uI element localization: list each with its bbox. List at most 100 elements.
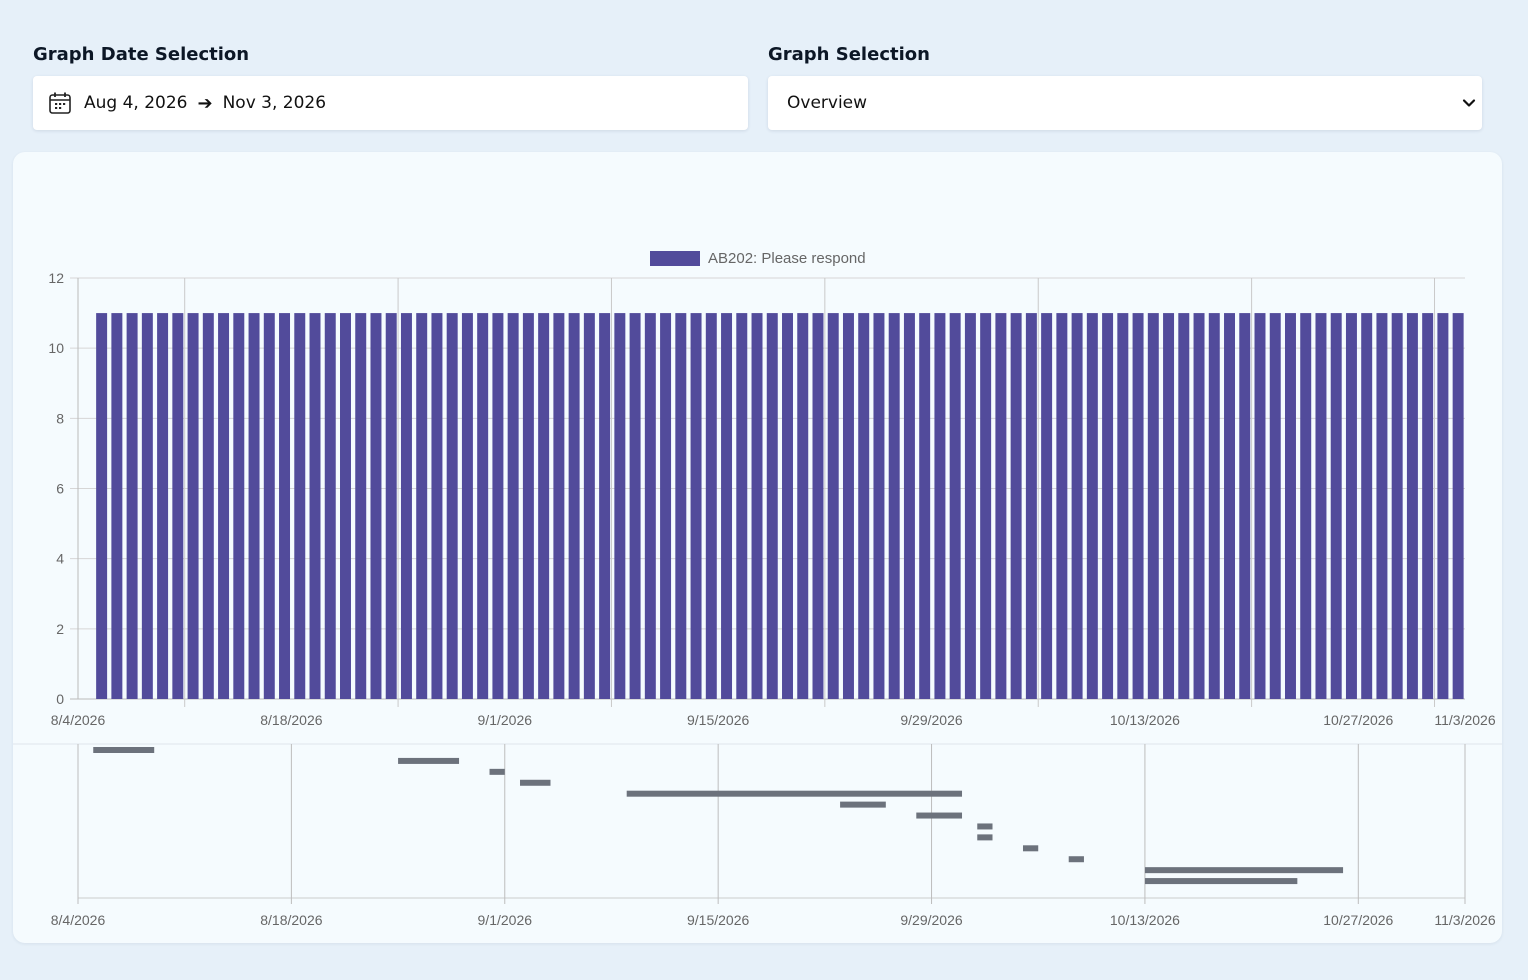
timeline-x-tick-label: 8/4/2026 xyxy=(51,912,106,928)
bar xyxy=(1132,313,1144,699)
bar xyxy=(1330,313,1342,699)
bar xyxy=(446,313,458,699)
x-tick-label: 9/29/2026 xyxy=(900,712,962,728)
timeline-segment xyxy=(977,823,993,830)
x-tick-label: 8/18/2026 xyxy=(260,712,322,728)
bar xyxy=(1361,313,1373,699)
bar xyxy=(949,313,961,699)
bar xyxy=(431,313,443,699)
bar xyxy=(964,313,976,699)
timeline-segment xyxy=(977,834,993,841)
bar xyxy=(111,313,123,699)
bar xyxy=(797,313,809,699)
timeline-segment xyxy=(916,812,963,819)
bar xyxy=(1376,313,1388,699)
chart-canvas: 0 2 4 6 8 10 12 8/4/2026 8/18/2026 9/1/2026 9/15/2… xyxy=(13,250,1502,928)
graph-select-value: Overview xyxy=(787,93,868,113)
timeline-x-tick-label: 11/3/2026 xyxy=(1434,912,1495,928)
bar xyxy=(1163,313,1175,699)
timeline-x-tick-label: 8/18/2026 xyxy=(260,912,322,928)
bar xyxy=(385,313,397,699)
bar xyxy=(614,313,626,699)
timeline-segment xyxy=(1068,856,1084,863)
bar xyxy=(675,313,687,699)
bar xyxy=(1193,313,1205,699)
bar xyxy=(980,313,992,699)
graph-select[interactable]: Overview xyxy=(768,76,1482,130)
bar xyxy=(1071,313,1083,699)
bar xyxy=(507,313,519,699)
bar xyxy=(1147,313,1159,699)
bar xyxy=(629,313,641,699)
date-range-picker[interactable]: Aug 4, 2026 ➔ Nov 3, 2026 xyxy=(33,76,748,130)
bar xyxy=(1284,313,1296,699)
bar xyxy=(263,313,275,699)
bar xyxy=(400,313,412,699)
bar xyxy=(248,313,260,699)
timeline-segment xyxy=(398,757,460,764)
bar xyxy=(141,313,153,699)
bar xyxy=(1025,313,1037,699)
bar xyxy=(568,313,580,699)
bar xyxy=(1102,313,1114,699)
timeline-segment xyxy=(840,801,886,808)
timeline-x-tick-label: 10/13/2026 xyxy=(1110,912,1180,928)
bar xyxy=(660,313,672,699)
bar xyxy=(416,313,428,699)
bar xyxy=(522,313,534,699)
bar xyxy=(1406,313,1418,699)
bar xyxy=(202,313,214,699)
bar xyxy=(827,313,839,699)
calendar-icon xyxy=(49,92,71,114)
bar xyxy=(553,313,565,699)
x-tick-label: 10/13/2026 xyxy=(1110,712,1180,728)
bar xyxy=(888,313,900,699)
bar xyxy=(218,313,230,699)
bar xyxy=(294,313,306,699)
bar xyxy=(96,313,108,699)
bar xyxy=(766,313,778,699)
date-range-start: Aug 4, 2026 xyxy=(84,93,188,113)
bar xyxy=(1041,313,1053,699)
bar xyxy=(157,313,169,699)
legend-swatch xyxy=(650,251,700,266)
date-range-end: Nov 3, 2026 xyxy=(222,93,327,113)
bar xyxy=(873,313,885,699)
timeline-x-tick-label: 9/15/2026 xyxy=(687,912,749,928)
timeline-segment xyxy=(1022,845,1039,852)
bar xyxy=(842,313,854,699)
y-tick-label: 12 xyxy=(48,270,64,286)
bar xyxy=(1300,313,1312,699)
bar xyxy=(721,313,733,699)
bar xyxy=(1345,313,1357,699)
bar xyxy=(187,313,199,699)
x-tick-label: 9/15/2026 xyxy=(687,712,749,728)
bar xyxy=(1239,313,1251,699)
timeline-segment xyxy=(93,747,155,753)
bar xyxy=(324,313,336,699)
bar xyxy=(583,313,595,699)
bar xyxy=(1178,313,1190,699)
bar xyxy=(340,313,351,699)
bar xyxy=(644,313,656,699)
timeline-segment xyxy=(520,779,551,786)
bar xyxy=(690,313,702,699)
chart-panel: 0 2 4 6 8 10 12 8/4/2026 8/18/2026 9/1/2026 9/15/2… xyxy=(13,152,1502,943)
bar xyxy=(782,313,793,699)
bar xyxy=(751,313,763,699)
bar xyxy=(1208,313,1220,699)
y-tick-label: 10 xyxy=(48,340,64,356)
y-tick-label: 4 xyxy=(56,551,64,567)
legend-label: AB202: Please respond xyxy=(708,250,866,267)
date-selection-label: Graph Date Selection xyxy=(33,44,250,65)
bar xyxy=(812,313,824,699)
bar xyxy=(1391,313,1403,699)
graph-selection-label: Graph Selection xyxy=(768,44,930,65)
x-tick-label: 9/1/2026 xyxy=(478,712,533,728)
bar xyxy=(461,313,473,699)
bar xyxy=(1315,313,1327,699)
bar xyxy=(309,313,321,699)
bar xyxy=(1010,313,1022,699)
bar xyxy=(934,313,946,699)
y-tick-label: 0 xyxy=(56,691,64,707)
